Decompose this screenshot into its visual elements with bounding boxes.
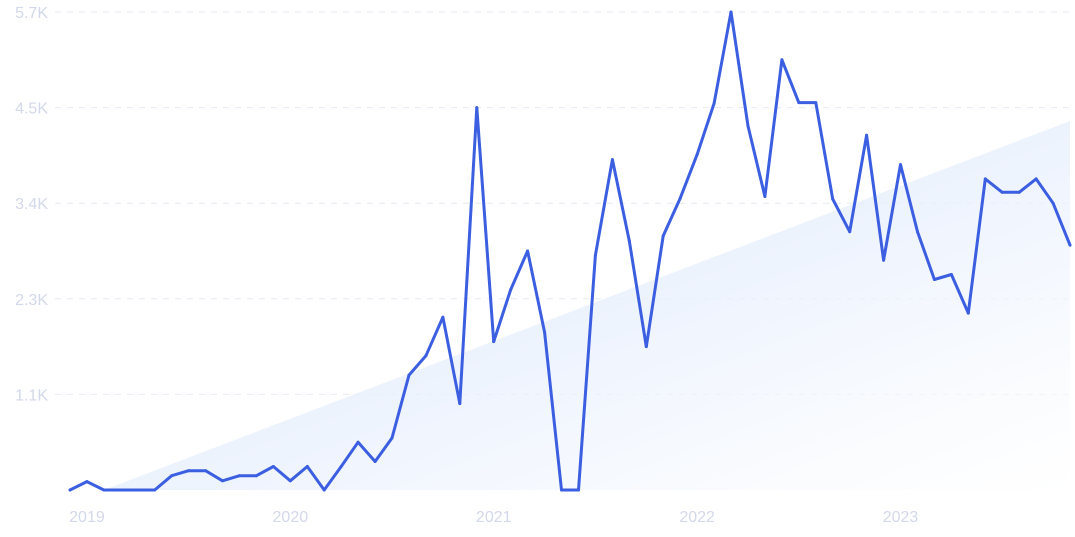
data-point	[424, 354, 428, 358]
data-point	[441, 315, 445, 319]
data-point	[949, 273, 953, 276]
data-point	[339, 465, 343, 468]
data-point	[644, 345, 648, 349]
data-point	[593, 253, 597, 257]
data-point	[797, 101, 801, 105]
data-point	[305, 465, 309, 468]
data-point	[543, 330, 547, 334]
data-point	[68, 488, 72, 492]
data-point	[170, 474, 174, 478]
data-point	[966, 311, 970, 315]
data-point	[729, 10, 733, 14]
data-point	[983, 177, 987, 181]
data-point	[458, 402, 462, 406]
data-point	[1068, 243, 1072, 247]
trend-area	[103, 121, 1070, 490]
data-point	[1017, 190, 1021, 194]
x-tick-label: 2023	[883, 509, 919, 526]
data-point	[627, 239, 631, 243]
data-point	[187, 469, 191, 473]
data-point	[577, 488, 580, 492]
data-point	[119, 488, 123, 492]
series-line-layer	[68, 10, 1072, 492]
data-point	[85, 480, 89, 484]
data-point	[356, 440, 360, 444]
data-point	[780, 58, 784, 62]
data-point	[848, 230, 852, 234]
x-tick-label: 2021	[476, 509, 512, 526]
trend-area-layer	[103, 121, 1070, 490]
y-tick-label: 3.4K	[15, 196, 48, 213]
series-line	[68, 10, 1072, 492]
x-tick-label: 2020	[273, 509, 309, 526]
x-tick-label: 2019	[69, 509, 105, 526]
y-tick-label: 1.1K	[15, 387, 48, 404]
data-point	[1034, 177, 1038, 181]
data-point	[661, 234, 665, 238]
data-point	[1051, 201, 1055, 205]
data-point	[136, 488, 140, 492]
data-point	[204, 469, 208, 473]
data-point	[695, 153, 699, 157]
data-point	[475, 106, 479, 110]
data-point	[288, 479, 292, 483]
data-point	[526, 249, 530, 253]
data-point	[271, 465, 275, 468]
data-point	[814, 101, 818, 105]
data-point	[390, 436, 394, 440]
data-point	[238, 474, 241, 478]
data-point	[746, 124, 750, 128]
y-axis-tick-labels: 1.1K 2.3K 3.4K 4.5K 5.7K	[15, 5, 48, 404]
y-tick-label: 4.5K	[15, 101, 48, 118]
data-point	[678, 196, 682, 200]
data-point	[712, 101, 716, 105]
data-point	[492, 340, 496, 344]
data-point	[560, 488, 563, 492]
data-point	[102, 488, 106, 492]
data-point	[916, 230, 919, 234]
data-point	[153, 488, 157, 492]
data-point	[882, 258, 886, 262]
x-axis-tick-labels: 2019 2020 2021 2022 2023	[69, 509, 918, 526]
y-tick-label: 5.7K	[15, 5, 48, 22]
data-point	[322, 488, 326, 492]
x-tick-label: 2022	[679, 509, 715, 526]
data-point	[899, 163, 902, 167]
data-point	[831, 197, 835, 201]
data-point	[865, 133, 869, 137]
data-point	[221, 479, 224, 483]
data-point	[509, 288, 513, 292]
data-point	[254, 474, 258, 478]
data-point	[407, 373, 411, 377]
y-tick-label: 2.3K	[15, 292, 48, 309]
data-point	[1000, 190, 1004, 194]
data-point	[932, 278, 936, 281]
data-point	[373, 460, 377, 463]
data-point	[763, 195, 767, 198]
data-point	[610, 158, 614, 162]
